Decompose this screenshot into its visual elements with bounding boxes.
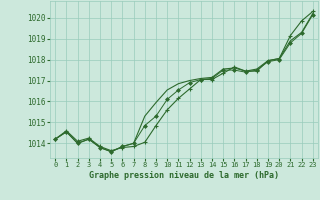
X-axis label: Graphe pression niveau de la mer (hPa): Graphe pression niveau de la mer (hPa) bbox=[89, 171, 279, 180]
